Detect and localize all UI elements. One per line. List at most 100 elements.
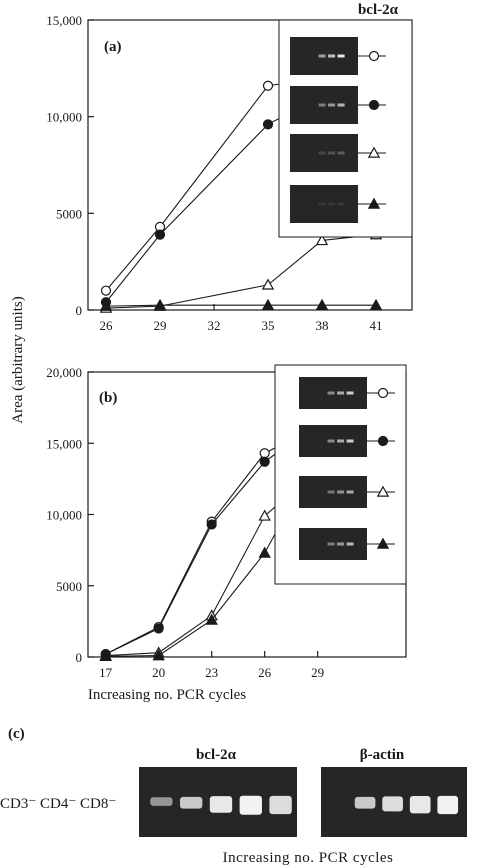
gel-title-bcl2: bcl-2α	[196, 747, 237, 763]
inset-gel	[290, 185, 358, 223]
legend-marker-filled-circle	[377, 435, 389, 447]
panel-c-footer: Increasing no. PCR cycles	[223, 850, 394, 866]
data-point-open-circle	[259, 448, 270, 459]
gel-band	[269, 795, 292, 815]
data-point-filled-triangle	[152, 649, 165, 661]
panel-label: (a)	[104, 39, 122, 55]
chart-panel-a: 0 5000 10,000 15,000 26 29 32 35 38 41 (a) bcl-2α	[46, 2, 413, 333]
panel-c-label: (c)	[8, 726, 25, 742]
gel-band	[239, 795, 262, 815]
inset-band	[318, 54, 326, 58]
legend-marker-open-triangle	[376, 485, 390, 497]
data-point-filled-triangle	[258, 546, 271, 558]
data-point-filled-circle	[154, 229, 166, 240]
inset-band	[337, 542, 345, 546]
inset-band	[337, 391, 345, 395]
inset-band	[327, 439, 335, 443]
inset-band	[327, 490, 335, 494]
y-tick-label: 0	[76, 303, 83, 318]
legend-marker-open-triangle	[367, 146, 381, 158]
data-point-filled-circle	[259, 456, 270, 467]
legend-marker-filled-circle	[368, 99, 380, 111]
data-point-filled-circle	[262, 119, 274, 130]
gel-band	[409, 795, 431, 814]
inset-band	[337, 490, 345, 494]
y-tick-label: 0	[76, 650, 83, 665]
inset-band	[346, 391, 354, 395]
data-point-filled-circle	[206, 519, 217, 530]
inset-band	[327, 542, 335, 546]
inset-band	[337, 439, 345, 443]
data-point-filled-triangle	[153, 298, 167, 310]
data-point-filled-triangle	[99, 299, 113, 311]
inset-gel	[290, 134, 358, 172]
inset-gel	[299, 528, 367, 560]
panel-label: (b)	[99, 390, 117, 406]
data-point-open-triangle	[261, 278, 275, 290]
data-point-filled-triangle	[369, 298, 383, 310]
data-point-open-triangle	[258, 509, 271, 521]
y-axis-title: Area (arbitrary units)	[10, 296, 26, 423]
panel-title: bcl-2α	[358, 2, 399, 18]
gel-band	[354, 796, 376, 809]
y-tick-label: 20,000	[46, 365, 82, 380]
legend-marker-filled-triangle	[376, 537, 390, 549]
data-point-open-circle	[100, 285, 112, 296]
inset-band	[318, 151, 326, 155]
inset-band	[318, 103, 326, 107]
inset-band	[346, 490, 354, 494]
gel-images	[139, 767, 467, 837]
inset-band	[327, 391, 335, 395]
data-point-filled-triangle	[205, 613, 218, 625]
legend-marker-filled-triangle	[367, 197, 381, 209]
gel-title-actin: β-actin	[360, 747, 405, 763]
inset-band	[328, 103, 336, 107]
x-tick-label: 26	[258, 665, 272, 680]
data-point-open-circle	[262, 80, 274, 91]
gel-band	[437, 795, 459, 815]
inset-band	[328, 202, 336, 206]
gel-band	[209, 796, 233, 813]
inset-band	[337, 202, 345, 206]
x-tick-label: 35	[262, 318, 275, 333]
series-line-filled-triangle	[105, 304, 376, 307]
chart-panel-b: 0500010,00015,00020,0001720232629(b)β-ac…	[46, 364, 407, 680]
gel-band	[382, 796, 403, 812]
y-tick-label: 10,000	[46, 110, 82, 125]
y-tick-label: 5000	[56, 579, 82, 594]
x-tick-label: 17	[99, 665, 113, 680]
data-point-open-triangle	[315, 233, 329, 246]
inset-band	[328, 151, 336, 155]
data-point-filled-triangle	[99, 649, 112, 662]
data-point-filled-triangle	[315, 298, 329, 310]
inset-band	[346, 439, 354, 443]
inset-gel	[299, 377, 367, 409]
inset-band	[328, 54, 336, 58]
legend-marker-open-circle	[368, 50, 380, 62]
x-tick-label: 23	[205, 665, 218, 680]
x-tick-label: 26	[100, 318, 114, 333]
inset-gel	[299, 425, 367, 457]
inset-gel	[290, 86, 358, 124]
y-tick-label: 5000	[56, 206, 82, 221]
x-tick-label: 29	[311, 665, 324, 680]
x-axis-title-b: Increasing no. PCR cycles	[88, 687, 246, 703]
x-tick-label: 32	[208, 318, 221, 333]
inset-gel	[299, 476, 367, 508]
y-tick-label: 15,000	[46, 436, 82, 451]
x-tick-label: 29	[154, 318, 167, 333]
y-tick-label: 10,000	[46, 508, 82, 523]
gel-band	[179, 796, 203, 809]
x-tick-label: 38	[316, 318, 329, 333]
x-tick-label: 41	[370, 318, 383, 333]
inset-band	[337, 103, 345, 107]
series-line-open-triangle	[105, 234, 377, 309]
inset-band	[337, 54, 345, 58]
x-tick-label: 20	[152, 665, 165, 680]
data-point-filled-circle	[153, 623, 164, 634]
legend-marker-open-circle	[377, 387, 389, 399]
y-tick-label: 15,000	[46, 13, 82, 28]
cell-row-label: CD3⁻ CD4⁻ CD8⁻	[0, 796, 116, 812]
inset-band	[346, 542, 354, 546]
